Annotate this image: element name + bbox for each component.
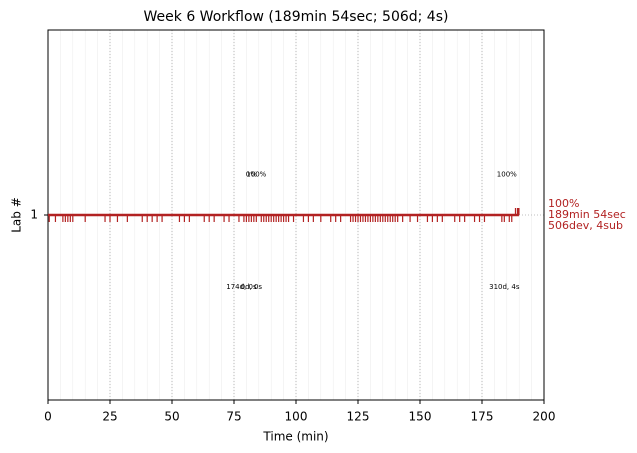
summary-label: 189min 54sec [548, 208, 626, 221]
y-axis-label: Lab # [10, 197, 24, 233]
annotation: 310d, 4s [489, 283, 520, 291]
x-tick-label: 75 [226, 410, 241, 424]
x-tick-label: 0 [44, 410, 52, 424]
annotation: 100% [497, 170, 517, 178]
x-tick-label: 200 [533, 410, 556, 424]
x-tick-label: 150 [409, 410, 432, 424]
x-tick-label: 25 [102, 410, 117, 424]
summary-label: 506dev, 4sub [548, 219, 623, 232]
chart-title: Week 6 Workflow (189min 54sec; 506d; 4s) [144, 9, 449, 25]
x-axis-label: Time (min) [262, 430, 328, 444]
annotation: 174d, 0s [226, 283, 257, 291]
x-tick-label: 100 [285, 410, 308, 424]
x-tick-label: 175 [471, 410, 494, 424]
y-tick-label: 1 [30, 208, 38, 222]
annotation: 0d, 0s [241, 283, 263, 291]
annotation: 0% [246, 170, 257, 178]
x-tick-label: 125 [347, 410, 370, 424]
summary-label: 100% [548, 197, 579, 210]
annotation: 100% [246, 170, 266, 178]
x-tick-label: 50 [164, 410, 179, 424]
